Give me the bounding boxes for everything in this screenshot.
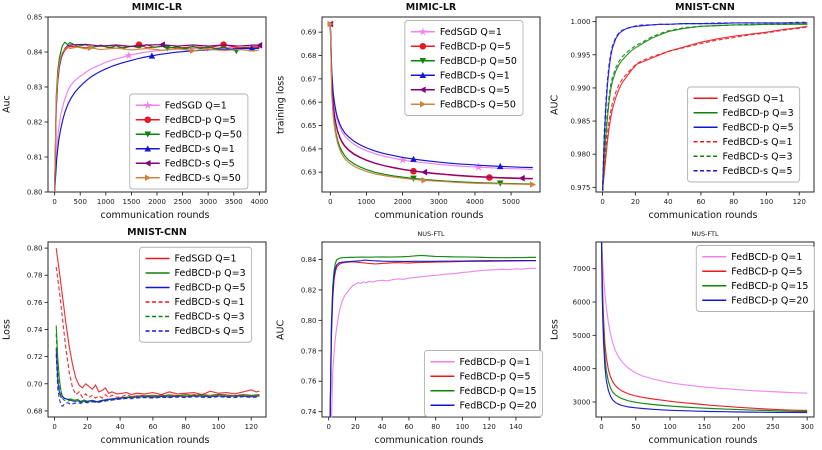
chart-title-nus-ftl-auc: NUS-FTL xyxy=(417,230,445,238)
chart-title-mimic-lr-auc: MIMIC-LR xyxy=(131,2,183,13)
x-axis-label-communication-rounds: communication rounds xyxy=(648,210,758,221)
chart-nus-ftl-auc: NUS-FTL AUC communication rounds xyxy=(274,225,548,450)
chart-title-mnist-cnn-loss: MNIST-CNN xyxy=(127,227,187,238)
x-axis-label-communication-rounds: communication rounds xyxy=(374,435,484,446)
chart-title-mimic-lr-loss: MIMIC-LR xyxy=(405,2,457,13)
x-axis-label-communication-rounds: communication rounds xyxy=(374,210,484,221)
mnist-cnn-loss-plot-canvas xyxy=(0,225,274,450)
y-axis-label-auc: Auc xyxy=(1,95,13,114)
mnist-cnn-auc-plot-canvas xyxy=(548,0,822,225)
chart-mnist-cnn-loss: MNIST-CNN Loss communication rounds xyxy=(0,225,274,450)
chart-mimic-lr-training-loss: MIMIC-LR training loss communication rou… xyxy=(274,0,548,225)
chart-nus-ftl-loss: NUS-FTL Loss communication rounds xyxy=(548,225,822,450)
x-axis-label-communication-rounds: communication rounds xyxy=(100,210,210,221)
mimic-lr-loss-plot-canvas xyxy=(274,0,548,225)
chart-title-nus-ftl-loss: NUS-FTL xyxy=(691,230,719,238)
nus-ftl-loss-plot-canvas xyxy=(548,225,822,450)
chart-mimic-lr-auc: MIMIC-LR Auc communication rounds xyxy=(0,0,274,225)
y-axis-label-loss: Loss xyxy=(1,319,13,340)
nus-ftl-auc-plot-canvas xyxy=(274,225,548,450)
y-axis-label-auc: AUC xyxy=(275,319,287,340)
chart-title-mnist-cnn-auc: MNIST-CNN xyxy=(675,2,735,13)
y-axis-label-loss: Loss xyxy=(549,319,561,340)
y-axis-label-training-loss: training loss xyxy=(275,75,287,134)
chart-mnist-cnn-auc: MNIST-CNN AUC communication rounds xyxy=(548,0,822,225)
x-axis-label-communication-rounds: communication rounds xyxy=(648,435,758,446)
x-axis-label-communication-rounds: communication rounds xyxy=(100,435,210,446)
y-axis-label-auc: AUC xyxy=(549,94,561,115)
mimic-lr-auc-plot-canvas xyxy=(0,0,274,225)
